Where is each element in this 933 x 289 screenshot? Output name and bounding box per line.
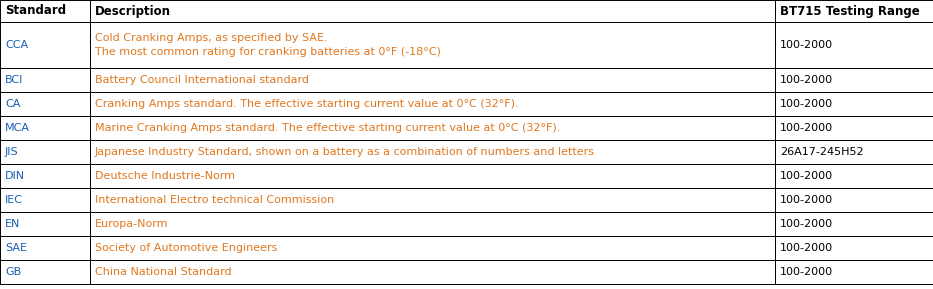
Bar: [775, 68, 933, 92]
Text: Battery Council International standard: Battery Council International standard: [95, 75, 309, 85]
Bar: [90, 140, 775, 164]
Bar: [0, 212, 90, 236]
Text: Cold Cranking Amps, as specified by SAE.
The most common rating for cranking bat: Cold Cranking Amps, as specified by SAE.…: [95, 34, 441, 57]
Text: Europa-Norm: Europa-Norm: [95, 219, 169, 229]
Bar: [0, 116, 90, 140]
Text: Description: Description: [95, 5, 171, 18]
Text: International Electro technical Commission: International Electro technical Commissi…: [95, 195, 334, 205]
Bar: [775, 92, 933, 116]
Text: IEC: IEC: [5, 195, 23, 205]
Text: CCA: CCA: [5, 40, 28, 50]
Text: Society of Automotive Engineers: Society of Automotive Engineers: [95, 243, 277, 253]
Bar: [775, 164, 933, 188]
Text: BCI: BCI: [5, 75, 23, 85]
Bar: [775, 140, 933, 164]
Bar: [90, 164, 775, 188]
Text: 100-2000: 100-2000: [780, 75, 833, 85]
Text: EN: EN: [5, 219, 21, 229]
Bar: [775, 116, 933, 140]
Bar: [0, 0, 90, 22]
Bar: [775, 22, 933, 68]
Bar: [90, 260, 775, 284]
Bar: [90, 188, 775, 212]
Text: GB: GB: [5, 267, 21, 277]
Bar: [0, 22, 90, 68]
Bar: [90, 236, 775, 260]
Text: MCA: MCA: [5, 123, 30, 133]
Text: Standard: Standard: [5, 5, 66, 18]
Text: 100-2000: 100-2000: [780, 171, 833, 181]
Text: 26A17-245H52: 26A17-245H52: [780, 147, 864, 157]
Bar: [90, 22, 775, 68]
Bar: [0, 188, 90, 212]
Text: BT715 Testing Range: BT715 Testing Range: [780, 5, 920, 18]
Text: Deutsche Industrie-Norm: Deutsche Industrie-Norm: [95, 171, 235, 181]
Text: SAE: SAE: [5, 243, 27, 253]
Bar: [775, 236, 933, 260]
Bar: [0, 68, 90, 92]
Bar: [0, 164, 90, 188]
Bar: [0, 140, 90, 164]
Text: CA: CA: [5, 99, 21, 109]
Text: Japanese Industry Standard, shown on a battery as a combination of numbers and l: Japanese Industry Standard, shown on a b…: [95, 147, 595, 157]
Text: Cranking Amps standard. The effective starting current value at 0°C (32°F).: Cranking Amps standard. The effective st…: [95, 99, 519, 109]
Bar: [775, 260, 933, 284]
Bar: [0, 260, 90, 284]
Bar: [775, 188, 933, 212]
Text: China National Standard: China National Standard: [95, 267, 231, 277]
Text: Marine Cranking Amps standard. The effective starting current value at 0°C (32°F: Marine Cranking Amps standard. The effec…: [95, 123, 561, 133]
Text: 100-2000: 100-2000: [780, 123, 833, 133]
Bar: [90, 212, 775, 236]
Text: 100-2000: 100-2000: [780, 99, 833, 109]
Text: 100-2000: 100-2000: [780, 219, 833, 229]
Bar: [90, 0, 775, 22]
Bar: [0, 92, 90, 116]
Bar: [90, 116, 775, 140]
Bar: [90, 92, 775, 116]
Bar: [775, 212, 933, 236]
Text: 100-2000: 100-2000: [780, 40, 833, 50]
Text: DIN: DIN: [5, 171, 25, 181]
Bar: [90, 68, 775, 92]
Text: 100-2000: 100-2000: [780, 195, 833, 205]
Text: JIS: JIS: [5, 147, 19, 157]
Bar: [0, 236, 90, 260]
Bar: [775, 0, 933, 22]
Text: 100-2000: 100-2000: [780, 243, 833, 253]
Text: 100-2000: 100-2000: [780, 267, 833, 277]
